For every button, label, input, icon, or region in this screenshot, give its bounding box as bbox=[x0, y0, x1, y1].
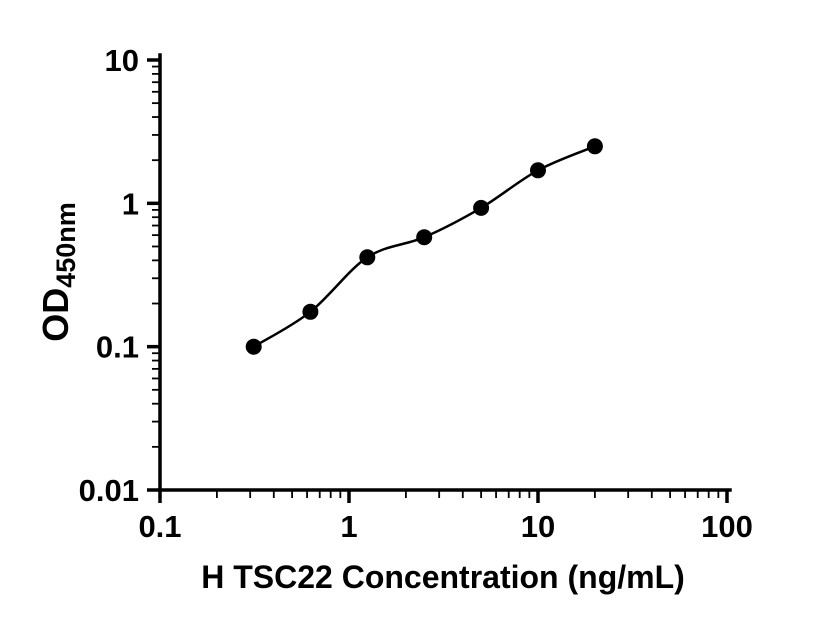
data-point bbox=[586, 138, 603, 155]
y-axis-title-sub: 450nm bbox=[51, 202, 81, 288]
data-point bbox=[473, 199, 490, 216]
y-tick-label: 0.1 bbox=[96, 330, 139, 365]
x-tick-label: 0.1 bbox=[138, 509, 181, 544]
data-series-layer bbox=[245, 138, 603, 355]
y-tick-label: 1 bbox=[122, 186, 139, 221]
x-tick-label: 1 bbox=[340, 509, 357, 544]
data-point bbox=[302, 303, 319, 320]
x-axis-title: H TSC22 Concentration (ng/mL) bbox=[201, 559, 685, 595]
data-point bbox=[245, 338, 262, 355]
data-point bbox=[359, 249, 376, 266]
x-tick-label: 100 bbox=[701, 509, 753, 544]
x-tick-label: 10 bbox=[521, 509, 555, 544]
data-point bbox=[530, 162, 546, 179]
y-tick-label: 0.01 bbox=[79, 473, 139, 508]
y-axis-title: OD450nm bbox=[35, 202, 81, 342]
data-point bbox=[416, 229, 433, 246]
y-axis-title-main: OD bbox=[35, 288, 76, 342]
y-tick-label: 10 bbox=[105, 43, 139, 78]
